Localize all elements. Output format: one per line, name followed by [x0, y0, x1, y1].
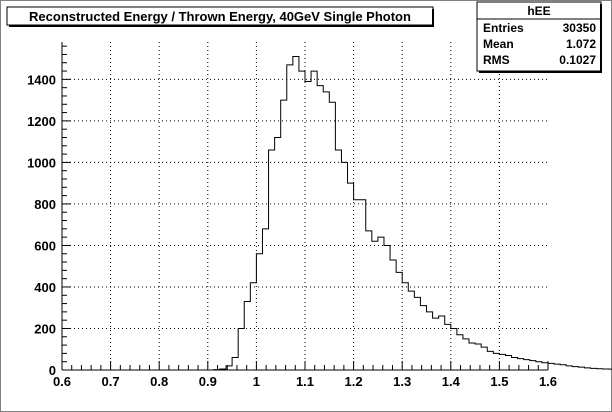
- histogram-bin: [597, 369, 603, 370]
- x-tick-label: 0.7: [102, 374, 120, 389]
- histogram-bin: [487, 351, 493, 370]
- x-tick-label: 1.2: [345, 374, 363, 389]
- histogram-bin: [238, 328, 244, 370]
- histogram-line: [62, 56, 612, 371]
- histogram-bin: [372, 241, 378, 370]
- histogram-bin: [451, 328, 457, 370]
- histogram-bin: [390, 260, 396, 370]
- x-tick-label: 1.5: [490, 374, 508, 389]
- stats-mean-label: Mean: [483, 37, 514, 51]
- x-tick-label: 1: [253, 374, 260, 389]
- histogram-bin: [384, 245, 390, 370]
- histogram-bin: [311, 71, 317, 370]
- stats-entries-value: 30350: [563, 21, 597, 35]
- histogram-bin: [348, 183, 354, 370]
- histogram-bin: [335, 150, 341, 370]
- histogram-bin: [299, 71, 305, 370]
- histogram-bin: [366, 231, 372, 370]
- histogram-bin: [323, 92, 329, 370]
- histogram-bin: [566, 366, 572, 370]
- histogram-bin: [505, 355, 511, 370]
- x-tick-label: 1.4: [442, 374, 461, 389]
- x-tick-label: 0.6: [53, 374, 71, 389]
- stats-rms-label: RMS: [483, 53, 510, 67]
- histogram-bin: [445, 324, 451, 370]
- y-tick-label: 1000: [27, 155, 56, 170]
- y-axis-ticks: 0 200 400 600 800 1000 1200 1400: [27, 45, 71, 378]
- histogram-bin: [427, 312, 433, 370]
- histogram-bin: [603, 369, 609, 370]
- stats-box-title: hEE: [527, 4, 550, 18]
- histogram-bin: [408, 291, 414, 370]
- x-tick-label: 1.3: [393, 374, 411, 389]
- chart-title: Reconstructed Energy / Thrown Energy, 40…: [29, 9, 411, 24]
- histogram-bin: [560, 365, 566, 370]
- histogram-bins: [62, 56, 612, 371]
- y-tick-label: 600: [34, 238, 56, 253]
- histogram-bin: [354, 200, 360, 370]
- x-axis-ticks: 0.6 0.7 0.8 0.9 1 1.1 1.2 1.3 1.4 1.5 1.6: [53, 361, 557, 389]
- y-tick-label: 800: [34, 197, 56, 212]
- histogram-bin: [463, 339, 469, 370]
- histogram-bin: [396, 272, 402, 370]
- histogram-bin: [341, 162, 347, 370]
- histogram-bin: [250, 283, 256, 370]
- y-tick-label: 200: [34, 321, 56, 336]
- histogram-bin: [481, 347, 487, 370]
- histogram-bin: [293, 57, 299, 370]
- histogram-bin: [317, 86, 323, 370]
- x-tick-label: 0.8: [150, 374, 168, 389]
- histogram-bin: [554, 364, 560, 370]
- histogram-bin: [457, 335, 463, 370]
- histogram-bin: [420, 306, 426, 370]
- histogram-bin: [542, 363, 548, 370]
- histogram-bin: [378, 237, 384, 370]
- histogram-bin: [281, 100, 287, 370]
- histogram-bin: [512, 358, 518, 370]
- histogram-bin: [530, 361, 536, 370]
- histogram-bin: [572, 367, 578, 370]
- histogram-bin: [548, 363, 554, 370]
- histogram-bin: [269, 150, 275, 370]
- histogram-bin: [499, 354, 505, 370]
- histogram-bin: [329, 102, 335, 370]
- x-tick-label: 1.6: [539, 374, 557, 389]
- histogram-bin: [493, 353, 499, 370]
- histogram-bin: [584, 368, 590, 370]
- histogram-bin: [591, 368, 597, 370]
- histogram-bin: [287, 65, 293, 370]
- chart-title-box: Reconstructed Energy / Thrown Energy, 40…: [6, 6, 434, 27]
- histogram-bin: [262, 229, 268, 370]
- stats-box: hEE Entries 30350 Mean 1.072 RMS 0.1027: [476, 1, 602, 73]
- histogram-bin: [414, 297, 420, 370]
- y-tick-label: 0: [49, 363, 56, 378]
- histogram-bin: [578, 367, 584, 370]
- y-tick-label: 400: [34, 280, 56, 295]
- histogram-bin: [360, 200, 366, 370]
- histogram-bin: [305, 81, 311, 370]
- histogram-bin: [439, 316, 445, 370]
- y-tick-label: 1400: [27, 72, 56, 87]
- x-tick-label: 1.1: [296, 374, 314, 389]
- histogram-bin: [256, 254, 262, 370]
- grid-lines: [62, 42, 548, 370]
- x-tick-label: 0.9: [199, 374, 217, 389]
- stats-entries-label: Entries: [483, 21, 524, 35]
- stats-mean-value: 1.072: [566, 37, 596, 51]
- histogram-bin: [244, 301, 250, 370]
- y-tick-label: 1200: [27, 114, 56, 129]
- stats-rms-value: 0.1027: [559, 53, 596, 67]
- histogram-bin: [536, 362, 542, 370]
- histogram-bin: [402, 283, 408, 370]
- histogram-bin: [275, 137, 281, 370]
- histogram-bin: [433, 318, 439, 370]
